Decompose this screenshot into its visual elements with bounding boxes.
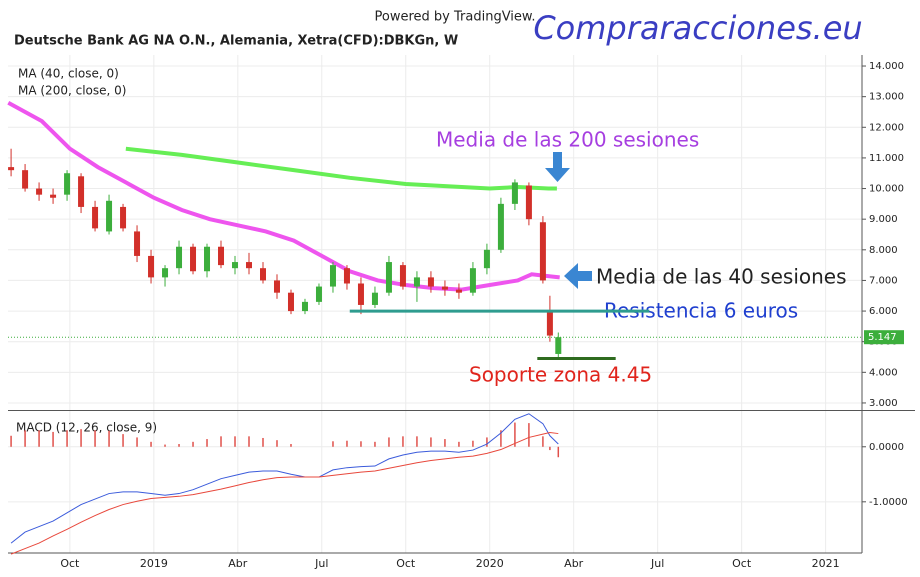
annotation: Media de las 200 sesiones	[436, 128, 699, 152]
candle-body	[413, 277, 420, 287]
candle-body	[455, 289, 462, 293]
y-tick-label: 9.000	[869, 214, 898, 225]
candle-body	[120, 206, 127, 229]
candle-body	[78, 176, 85, 207]
brand: Compraracciones.eu	[533, 9, 862, 47]
candle-body	[497, 203, 504, 250]
x-tick-label: Jul	[314, 557, 328, 570]
candle-body	[204, 246, 211, 272]
candle-body	[64, 173, 71, 195]
candle-body	[469, 268, 476, 293]
candle-body	[22, 170, 29, 189]
candle-body	[329, 265, 336, 287]
y-tick-label: 11.000	[869, 153, 904, 164]
y-tick-label: 4.000	[869, 367, 898, 378]
candle-body	[162, 268, 169, 278]
annotation: Soporte zona 4.45	[469, 363, 652, 387]
candle-body	[399, 265, 406, 287]
marks: Oct 2019 Abr Jul Oct 2020 Abr Jul Oct 2021 3.000 4.…	[7, 61, 908, 570]
moving-average	[125, 146, 557, 191]
arrow	[564, 263, 592, 289]
y-tick-label: 12.000	[869, 122, 904, 133]
candle-body	[36, 188, 43, 195]
symbol-title: Deutsche Bank AG NA O.N., Alemania, Xetr…	[14, 34, 458, 49]
candle-body	[525, 185, 532, 220]
x-tick-label: 2020	[476, 557, 504, 570]
candle-body	[511, 182, 518, 204]
last-price-label: 5.147	[868, 332, 897, 343]
candle-body	[92, 206, 99, 229]
y-tick-label: 13.000	[869, 92, 904, 103]
candle-body	[546, 311, 553, 336]
candle-body	[315, 286, 322, 302]
ma-label: MA (40, close, 0)	[18, 67, 119, 81]
y-tick-label: 0.0000	[869, 442, 904, 453]
x-tick-label: Oct	[732, 557, 752, 570]
y-tick-label: 14.000	[869, 61, 904, 72]
last-price-box	[864, 330, 904, 345]
candle-body	[273, 280, 280, 293]
candle-body	[259, 268, 266, 281]
candle-body	[148, 255, 155, 278]
candle-body	[218, 246, 225, 266]
candle-body	[190, 246, 197, 272]
y-tick-label: 3.000	[869, 398, 898, 409]
candle-body	[50, 194, 57, 198]
candle-body	[134, 231, 141, 256]
powered-by: Powered by TradingView.	[375, 10, 536, 25]
x-tick-label: Jul	[650, 557, 664, 570]
y-tick-label: 8.000	[869, 245, 898, 256]
macd-title: MACD (12, 26, close, 9)	[16, 421, 157, 435]
y-tick-label: 6.000	[869, 306, 898, 317]
candle-body	[357, 283, 364, 305]
moving-average	[7, 101, 560, 292]
x-tick-label: 2019	[140, 557, 168, 570]
candle-body	[106, 200, 113, 232]
arrow	[545, 152, 570, 182]
x-tick-label: Oct	[396, 557, 416, 570]
y-tick-label: 10.000	[869, 184, 904, 195]
candle-body	[427, 277, 434, 287]
candle-body	[246, 262, 253, 269]
y-tick-label: -1.0000	[869, 497, 908, 508]
macd-line	[10, 413, 559, 544]
candle-body	[555, 337, 562, 354]
x-tick-label: 2021	[812, 557, 840, 570]
candle-body	[385, 262, 392, 293]
candle-body	[301, 301, 308, 312]
y-tick-label: 7.000	[869, 275, 898, 286]
candle-body	[441, 286, 448, 290]
candle-body	[371, 292, 378, 305]
candle-body	[8, 167, 15, 171]
candle-body	[343, 268, 350, 284]
candle-body	[287, 292, 294, 312]
candle-body	[539, 222, 546, 281]
candle-body	[483, 249, 490, 269]
x-tick-label: Abr	[228, 557, 248, 570]
macd-line	[10, 431, 559, 555]
x-tick-label: Oct	[60, 557, 80, 570]
x-tick-label: Abr	[564, 557, 584, 570]
ma-label: MA (200, close, 0)	[18, 84, 126, 98]
annotation: Media de las 40 sesiones	[596, 265, 847, 289]
candle-body	[176, 246, 183, 269]
candle-body	[232, 262, 239, 269]
